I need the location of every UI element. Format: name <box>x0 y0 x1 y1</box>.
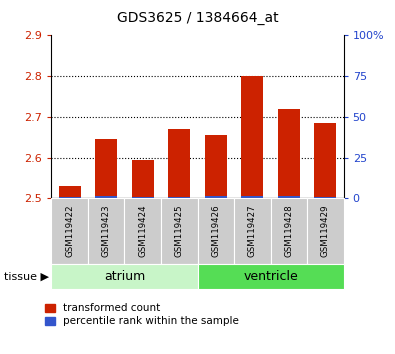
Bar <box>241 76 263 198</box>
Text: atrium: atrium <box>104 270 145 283</box>
Bar <box>278 109 300 198</box>
Text: GSM119424: GSM119424 <box>138 205 147 257</box>
Text: ventricle: ventricle <box>243 270 298 283</box>
Text: GDS3625 / 1384664_at: GDS3625 / 1384664_at <box>117 11 278 25</box>
Bar <box>205 135 227 198</box>
Bar <box>168 129 190 198</box>
Bar <box>241 196 263 198</box>
Bar <box>59 186 81 198</box>
Bar <box>314 197 336 198</box>
Bar <box>59 196 81 198</box>
Bar <box>95 196 117 198</box>
Text: GSM119423: GSM119423 <box>102 205 111 257</box>
Text: GSM119429: GSM119429 <box>321 205 330 257</box>
Bar <box>95 139 117 198</box>
Text: tissue ▶: tissue ▶ <box>4 272 49 281</box>
Text: GSM119428: GSM119428 <box>284 205 293 257</box>
Bar <box>132 197 154 198</box>
Bar <box>168 197 190 198</box>
Text: GSM119426: GSM119426 <box>211 205 220 257</box>
Bar <box>314 123 336 198</box>
Bar <box>278 196 300 198</box>
Legend: transformed count, percentile rank within the sample: transformed count, percentile rank withi… <box>45 303 239 326</box>
Bar <box>132 160 154 198</box>
Bar <box>205 196 227 198</box>
Text: GSM119422: GSM119422 <box>65 205 74 257</box>
Text: GSM119427: GSM119427 <box>248 205 257 257</box>
Text: GSM119425: GSM119425 <box>175 205 184 257</box>
